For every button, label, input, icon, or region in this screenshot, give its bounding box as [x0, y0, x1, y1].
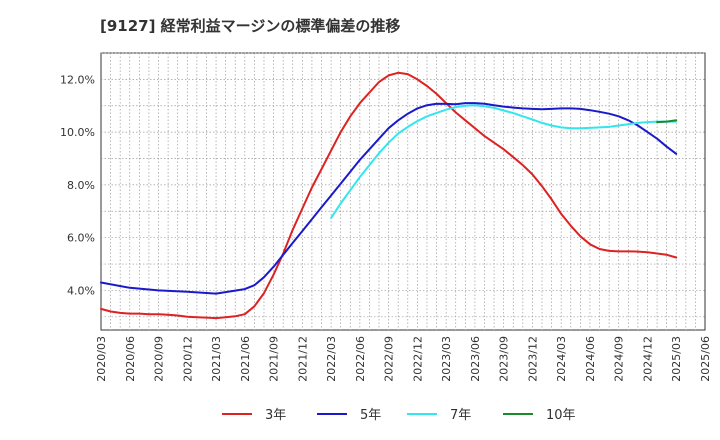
- x-tick-label: 2025/03: [670, 336, 683, 382]
- series-line: [330, 104, 678, 219]
- legend: 3年 5年 7年 10年: [222, 408, 576, 423]
- y-tick-label: 12.0%: [60, 73, 95, 86]
- x-tick-label: 2024/12: [641, 336, 654, 382]
- x-tick-label: 2023/03: [440, 336, 453, 382]
- x-tick-label: 2020/12: [181, 336, 194, 382]
- series-line: [100, 71, 678, 320]
- x-tick-label: 2025/06: [699, 336, 712, 382]
- x-tick-label: 2020/03: [95, 336, 108, 382]
- chart-title: [9127] 経常利益マージンの標準偏差の推移: [100, 17, 400, 35]
- x-axis: 2020/03 2020/06 2020/09 2020/12 2021/03 2021/…: [95, 336, 712, 382]
- x-tick-label: 2022/12: [411, 336, 424, 382]
- x-tick-label: 2021/03: [210, 336, 223, 382]
- grid: [101, 52, 705, 330]
- plot-frame: [100, 52, 706, 331]
- legend-label: 10年: [546, 408, 576, 423]
- x-tick-label: 2022/09: [383, 336, 396, 382]
- plot-area: [100, 52, 706, 331]
- legend-label: 5年: [360, 408, 381, 423]
- x-tick-label: 2022/03: [325, 336, 338, 382]
- x-tick-label: 2024/03: [555, 336, 568, 382]
- x-tick-label: 2021/12: [296, 336, 309, 382]
- series-lines: [100, 71, 678, 320]
- x-tick-label: 2023/12: [526, 336, 539, 382]
- legend-label: 3年: [265, 408, 286, 423]
- x-tick-label: 2022/06: [354, 336, 367, 382]
- y-tick-label: 6.0%: [67, 232, 95, 245]
- x-tick-label: 2021/09: [268, 336, 281, 382]
- x-tick-label: 2023/09: [498, 336, 511, 382]
- y-tick-label: 8.0%: [67, 179, 95, 192]
- x-tick-label: 2021/06: [239, 336, 252, 382]
- series-line: [656, 119, 678, 124]
- y-tick-label: 4.0%: [67, 284, 95, 297]
- legend-label: 7年: [450, 408, 471, 423]
- x-tick-label: 2024/06: [584, 336, 597, 382]
- x-tick-label: 2020/06: [124, 336, 137, 382]
- series-line: [100, 102, 678, 295]
- x-tick-label: 2023/06: [469, 336, 482, 382]
- y-tick-label: 10.0%: [60, 126, 95, 139]
- x-tick-label: 2020/09: [153, 336, 166, 382]
- y-axis: 4.0% 6.0% 8.0% 10.0% 12.0%: [60, 73, 95, 297]
- x-tick-label: 2024/09: [613, 336, 626, 382]
